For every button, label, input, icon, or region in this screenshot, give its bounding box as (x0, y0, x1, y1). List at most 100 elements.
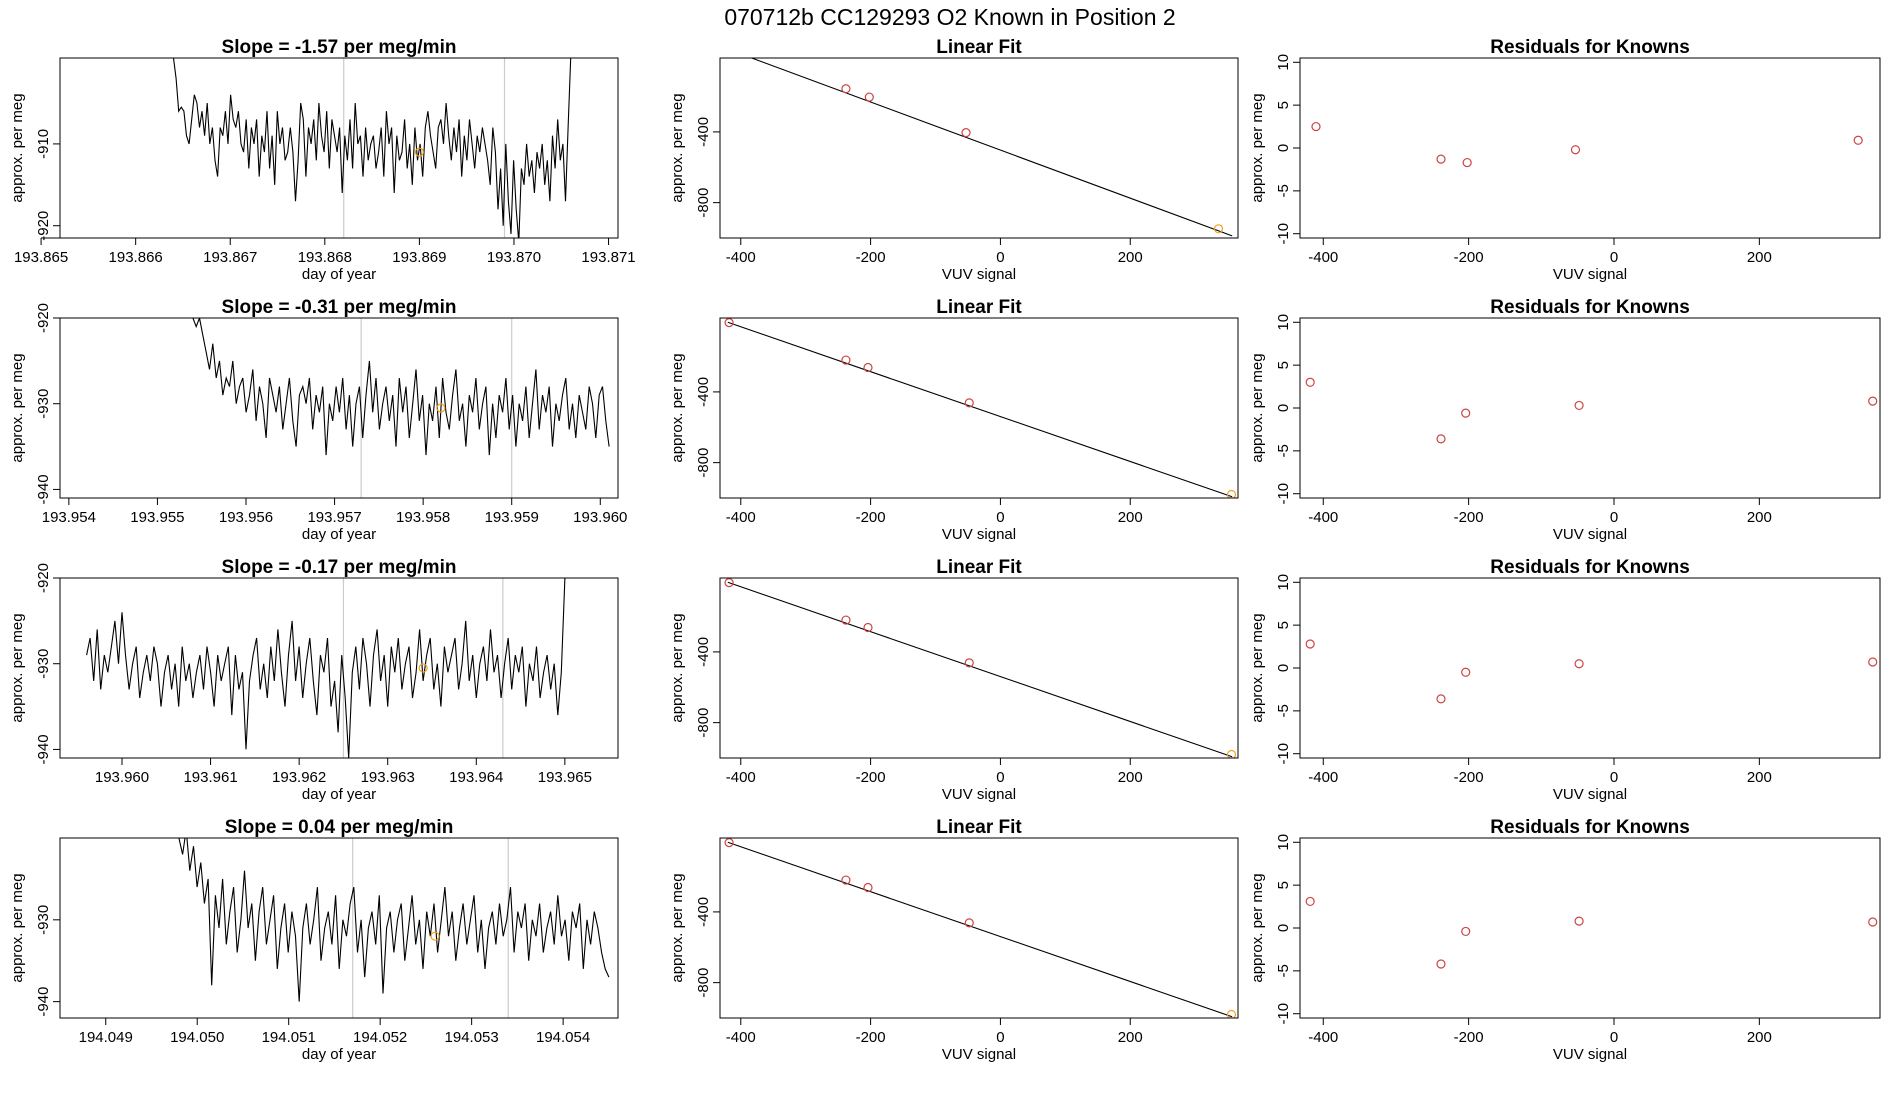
y-axis-label: approx. per meg (669, 613, 686, 722)
panel-frame (719, 577, 1239, 759)
x-tick-label: 193.956 (219, 509, 273, 526)
plot-area (192, 318, 610, 498)
data-point (1305, 639, 1315, 649)
y-axis-label: approx. per meg (669, 93, 686, 202)
y-tick-label: -800 (695, 968, 712, 998)
plot-area (724, 838, 1237, 1018)
data-point (1213, 224, 1224, 234)
x-tick-label: 0 (1610, 249, 1618, 266)
data-point (1462, 157, 1472, 168)
y-tick-label: -930 (35, 649, 52, 679)
data-point (841, 355, 851, 365)
x-tick-label: 193.866 (109, 249, 163, 266)
y-tick-label: -400 (695, 897, 712, 927)
data-point (1226, 489, 1237, 498)
panel-r2c3: Residuals for Knowns -400 -200 0 200 10 5 0 -5 -1… (1249, 297, 1881, 543)
data-point (1436, 959, 1446, 969)
panel-title: Linear Fit (936, 37, 1022, 58)
x-tick-label: 194.052 (353, 1029, 407, 1046)
figure-suptitle: 070712b CC129293 O2 Known in Position 2 (724, 4, 1175, 30)
x-axis-label: day of year (302, 1046, 376, 1063)
y-tick-label: 0 (1275, 924, 1292, 932)
x-tick-label: 194.054 (536, 1029, 590, 1046)
panel-r1c3: Residuals for Knowns -400 -200 0 200 10 5 0 -5 -1… (1249, 37, 1881, 283)
x-axis-label: VUV signal (942, 1046, 1016, 1063)
y-tick-label: -5 (1275, 964, 1292, 977)
y-tick-label: -400 (695, 637, 712, 667)
x-axis-label: day of year (302, 786, 376, 803)
x-tick-label: 193.960 (573, 509, 627, 526)
series-line (178, 838, 610, 1002)
x-tick-label: 0 (1610, 509, 1618, 526)
x-tick-label: 193.961 (183, 769, 237, 786)
x-tick-label: 0 (1610, 769, 1618, 786)
panel-title: Residuals for Knowns (1490, 557, 1690, 578)
y-tick-label: -5 (1275, 704, 1292, 717)
y-axis-label: approx. per meg (1249, 93, 1266, 202)
y-tick-label: -10 (1275, 483, 1292, 505)
y-axis-label: approx. per meg (9, 93, 26, 202)
data-point (1311, 121, 1321, 132)
panel-r3c2: Linear Fit -400 -200 0 200 -400 -800 VUV signal… (669, 557, 1239, 803)
x-tick-label: 200 (1118, 769, 1143, 786)
panel-title: Residuals for Knowns (1490, 297, 1690, 318)
y-tick-label: -5 (1275, 444, 1292, 457)
data-point (1461, 926, 1471, 937)
x-tick-label: 193.869 (392, 249, 446, 266)
panel-title: Slope = 0.04 per meg/min (225, 817, 454, 838)
x-tick-label: 0 (1610, 1029, 1618, 1046)
x-tick-label: 0 (996, 249, 1004, 266)
data-point (841, 875, 851, 885)
data-point (1226, 1009, 1237, 1018)
x-tick-label: -400 (726, 1029, 756, 1046)
x-tick-label: 193.964 (449, 769, 503, 786)
y-tick-label: -400 (695, 117, 712, 147)
x-tick-label: -400 (1308, 509, 1338, 526)
panel-frame (1299, 317, 1881, 499)
panel-frame (719, 317, 1239, 499)
x-tick-label: -400 (1308, 769, 1338, 786)
highlight-point (436, 403, 446, 413)
x-axis-label: VUV signal (942, 526, 1016, 543)
data-point (863, 882, 873, 893)
panel-title: Linear Fit (936, 557, 1022, 578)
data-point (864, 92, 874, 102)
data-point (1226, 749, 1237, 758)
y-tick-label: 10 (1275, 574, 1292, 591)
data-point (1853, 135, 1863, 145)
x-axis-label: VUV signal (942, 266, 1016, 283)
plot-area (172, 58, 572, 238)
x-tick-label: 193.870 (487, 249, 541, 266)
plot-area (178, 838, 610, 1018)
x-tick-label: 193.865 (14, 249, 68, 266)
y-tick-label: -940 (35, 734, 52, 764)
y-tick-label: -930 (35, 389, 52, 419)
panel-r2c2: Linear Fit -400 -200 0 200 -400 -800 VUV signal… (669, 297, 1239, 543)
x-tick-label: -400 (726, 249, 756, 266)
series-line (172, 58, 572, 238)
data-point (1868, 396, 1878, 406)
x-tick-label: 193.965 (538, 769, 592, 786)
x-tick-label: 193.963 (361, 769, 415, 786)
data-point (964, 398, 974, 408)
x-tick-label: 200 (1747, 769, 1772, 786)
x-tick-label: -200 (856, 249, 886, 266)
y-axis-label: approx. per meg (9, 613, 26, 722)
x-axis-label: VUV signal (1553, 526, 1627, 543)
plot-area (724, 578, 1237, 758)
y-axis-label: approx. per meg (9, 353, 26, 462)
y-tick-label: -940 (35, 474, 52, 504)
highlight-point (430, 931, 440, 941)
y-tick-label: 5 (1275, 101, 1292, 109)
y-tick-label: 10 (1275, 834, 1292, 851)
x-tick-label: 200 (1747, 509, 1772, 526)
plot-area (750, 58, 1233, 237)
y-axis-label: approx. per meg (1249, 353, 1266, 462)
x-tick-label: 200 (1747, 249, 1772, 266)
data-point (863, 362, 873, 373)
x-axis-label: day of year (302, 526, 376, 543)
plot-area (1305, 639, 1878, 704)
y-tick-label: -930 (35, 905, 52, 935)
data-point (724, 838, 734, 848)
x-tick-label: 193.962 (272, 769, 326, 786)
